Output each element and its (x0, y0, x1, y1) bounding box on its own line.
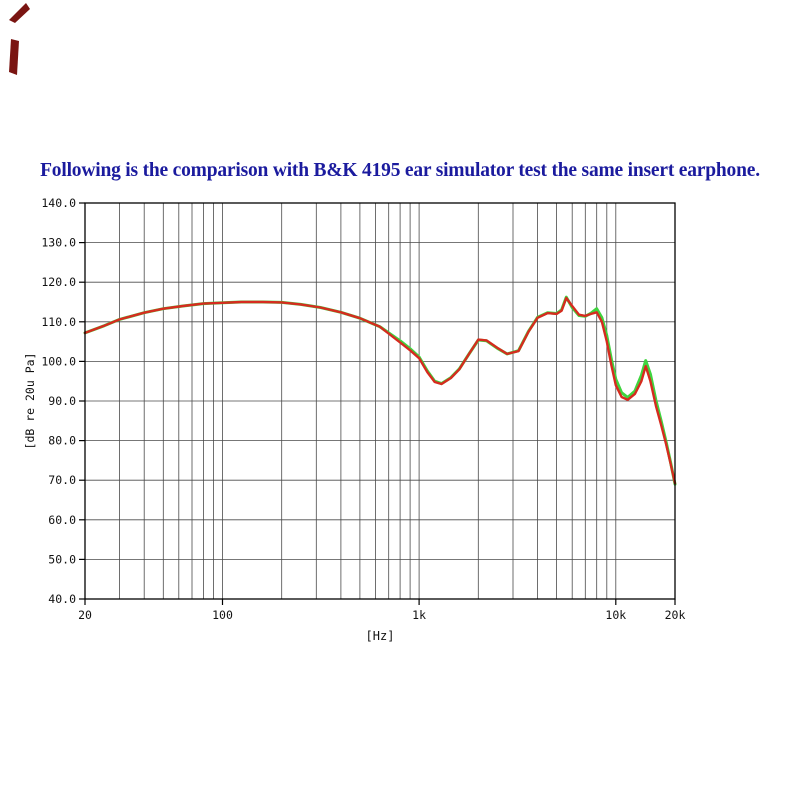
y-tick-label: 40.0 (48, 592, 76, 606)
x-tick-label: 20 (78, 608, 92, 622)
artifact-mark-left (9, 39, 19, 75)
artifact-mark-top (9, 3, 30, 23)
y-tick-label: 120.0 (41, 275, 76, 289)
series-red-line (83, 296, 677, 485)
y-tick-label: 80.0 (48, 434, 76, 448)
y-tick-label: 50.0 (48, 552, 76, 566)
x-tick-label: 10k (605, 608, 626, 622)
axis-ticks (79, 202, 676, 605)
y-tick-label: 140.0 (41, 196, 76, 210)
y-tick-label: 60.0 (48, 513, 76, 527)
y-tick-label: 110.0 (41, 315, 76, 329)
grid-lines (84, 203, 676, 599)
x-tick-label: 20k (665, 608, 686, 622)
x-tick-label: 1k (412, 608, 426, 622)
y-tick-label: 70.0 (48, 473, 76, 487)
y-tick-label: 130.0 (41, 236, 76, 250)
axis-tick-labels: 140.0 130.0 120.0 110.0 100.0 90.0 80.0 70.0 60.… (41, 196, 685, 622)
series-green-line (83, 295, 677, 486)
y-tick-label: 100.0 (41, 354, 76, 368)
plot-area: 140.0 130.0 120.0 110.0 100.0 90.0 80.0 70.0 60.… (41, 196, 685, 622)
page-title: Following is the comparison with B&K 419… (40, 160, 760, 181)
x-tick-label: 100 (212, 608, 233, 622)
x-axis-label: [Hz] (365, 629, 395, 643)
plot-border (84, 202, 676, 600)
artifact-marks (9, 3, 30, 75)
y-tick-label: 90.0 (48, 394, 76, 408)
